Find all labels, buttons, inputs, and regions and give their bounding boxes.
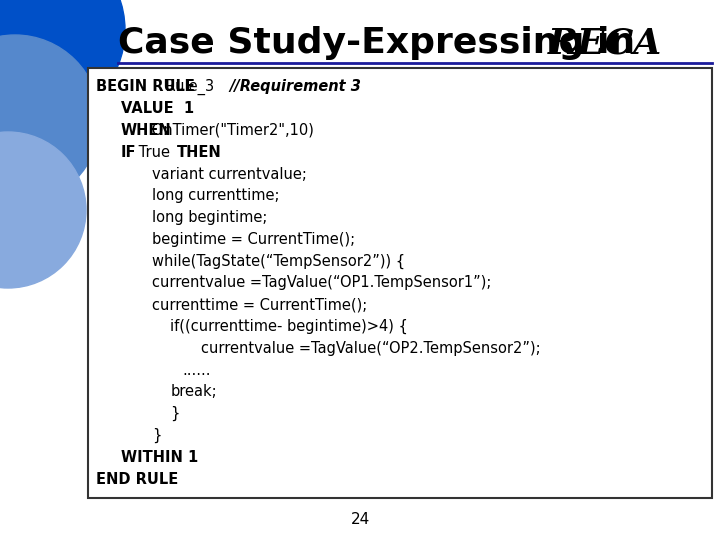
- Text: VALUE  1: VALUE 1: [121, 101, 194, 116]
- Text: currenttime = CurrentTime();: currenttime = CurrentTime();: [152, 298, 367, 312]
- Text: WHEN: WHEN: [121, 123, 171, 138]
- Text: WITHIN 1: WITHIN 1: [121, 450, 198, 465]
- Text: THEN: THEN: [177, 145, 222, 160]
- Text: break;: break;: [171, 384, 217, 400]
- Text: 24: 24: [351, 512, 369, 528]
- Text: //Requirement 3: //Requirement 3: [229, 79, 361, 94]
- Text: ......: ......: [183, 363, 211, 377]
- Circle shape: [0, 132, 86, 288]
- Text: BEGIN RULE: BEGIN RULE: [96, 79, 195, 94]
- FancyBboxPatch shape: [88, 68, 712, 498]
- Text: RECA: RECA: [548, 26, 662, 60]
- Text: currentvalue =TagValue(“OP2.TempSensor2”);: currentvalue =TagValue(“OP2.TempSensor2”…: [202, 341, 541, 356]
- Circle shape: [0, 0, 125, 125]
- Text: OnTimer("Timer2",10): OnTimer("Timer2",10): [147, 123, 314, 138]
- Text: if((currenttime- begintime)>4) {: if((currenttime- begintime)>4) {: [171, 319, 408, 334]
- Text: while(TagState(“TempSensor2”)) {: while(TagState(“TempSensor2”)) {: [152, 254, 405, 269]
- Text: END RULE: END RULE: [96, 471, 179, 487]
- Text: currentvalue =TagValue(“OP1.TempSensor1”);: currentvalue =TagValue(“OP1.TempSensor1”…: [152, 275, 491, 291]
- Text: variant currentvalue;: variant currentvalue;: [152, 166, 307, 181]
- Text: long currenttime;: long currenttime;: [152, 188, 279, 204]
- Text: Rule_3: Rule_3: [161, 79, 233, 95]
- Text: begintime = CurrentTime();: begintime = CurrentTime();: [152, 232, 355, 247]
- Text: True: True: [134, 145, 179, 160]
- Text: }: }: [152, 428, 161, 443]
- Text: }: }: [171, 406, 180, 421]
- Text: Case Study-Expressing in: Case Study-Expressing in: [118, 26, 648, 60]
- Text: IF: IF: [121, 145, 136, 160]
- Text: long begintime;: long begintime;: [152, 210, 267, 225]
- Circle shape: [0, 35, 100, 205]
